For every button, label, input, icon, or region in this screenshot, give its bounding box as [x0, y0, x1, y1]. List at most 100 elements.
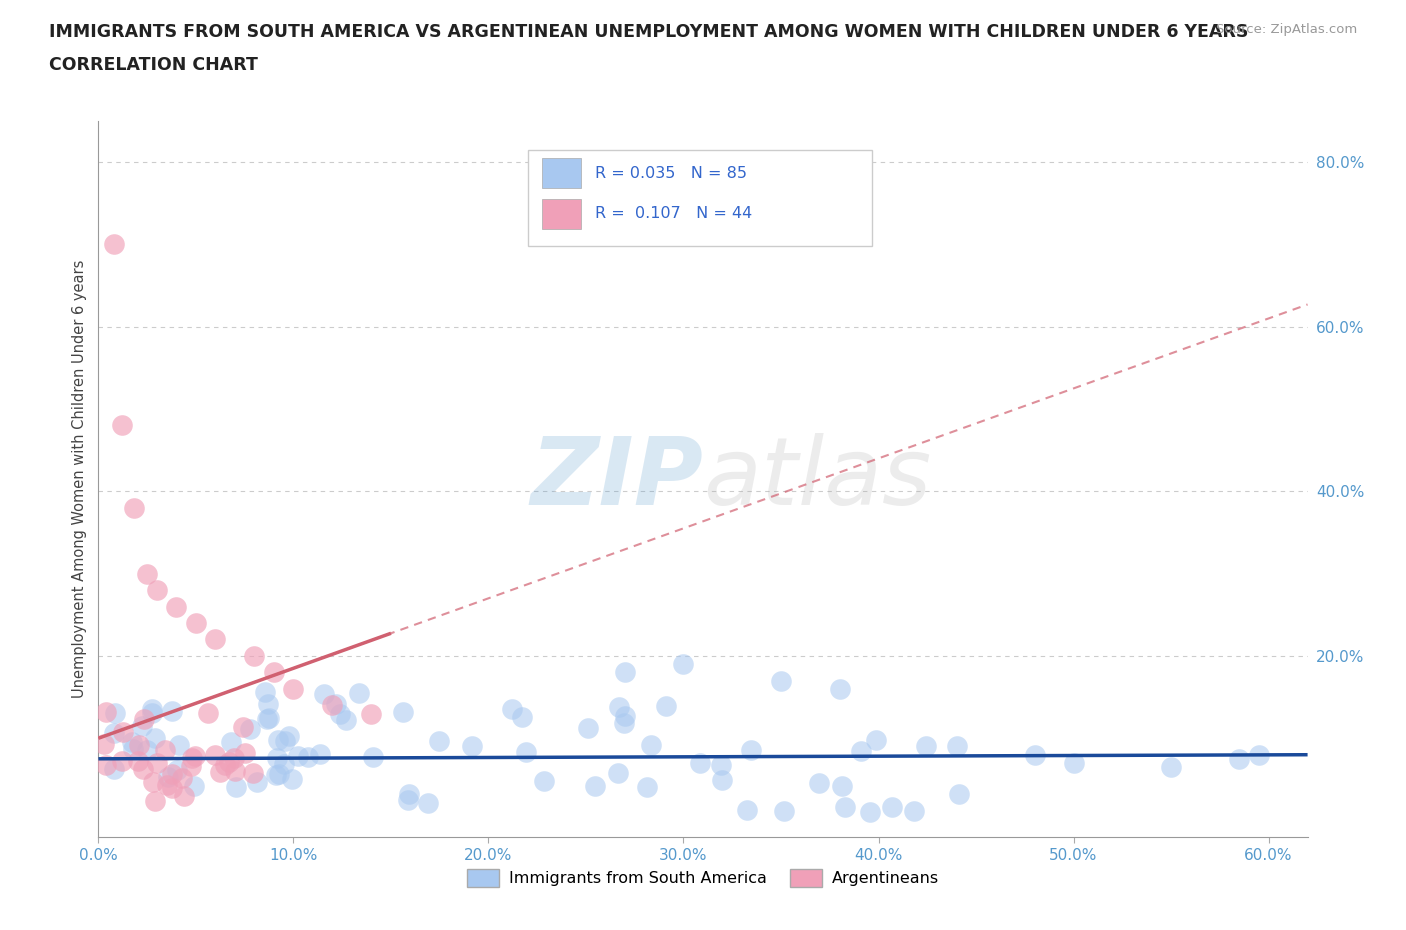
Point: [104, 705, 127, 720]
Point: [614, 665, 637, 680]
Point: [184, 749, 207, 764]
Point: [180, 759, 202, 774]
Point: [321, 698, 343, 712]
Point: [308, 746, 330, 761]
Point: [145, 755, 167, 770]
Point: [146, 582, 169, 597]
Point: [173, 788, 195, 803]
Point: [132, 712, 155, 727]
Legend: Immigrants from South America, Argentineans: Immigrants from South America, Argentine…: [461, 862, 945, 894]
Point: [160, 703, 183, 718]
Point: [253, 684, 276, 699]
Point: [576, 721, 599, 736]
Point: [349, 685, 371, 700]
FancyBboxPatch shape: [527, 150, 872, 246]
Point: [136, 566, 159, 581]
Point: [865, 732, 887, 747]
Point: [143, 793, 166, 808]
Text: atlas: atlas: [703, 433, 931, 525]
Point: [266, 751, 288, 765]
Point: [243, 648, 266, 663]
Point: [834, 800, 856, 815]
Point: [204, 632, 226, 647]
Point: [103, 725, 125, 740]
Point: [127, 753, 149, 768]
Point: [239, 722, 262, 737]
Point: [583, 778, 606, 793]
Point: [948, 787, 970, 802]
Point: [269, 766, 291, 781]
Point: [740, 742, 762, 757]
Point: [314, 687, 336, 702]
Point: [1247, 747, 1270, 762]
Point: [267, 732, 290, 747]
Point: [274, 734, 297, 749]
Point: [257, 697, 280, 711]
Point: [93, 737, 115, 751]
Point: [1063, 755, 1085, 770]
Point: [266, 767, 288, 782]
Point: [396, 793, 419, 808]
Point: [278, 728, 301, 743]
Point: [222, 751, 245, 766]
Point: [141, 702, 163, 717]
Point: [807, 776, 830, 790]
Point: [903, 804, 925, 818]
Point: [461, 738, 484, 753]
Y-axis label: Unemployment Among Women with Children Under 6 years: Unemployment Among Women with Children U…: [72, 259, 87, 698]
Point: [880, 800, 903, 815]
Point: [287, 748, 309, 763]
Point: [614, 709, 637, 724]
Point: [501, 701, 523, 716]
Text: R =  0.107   N = 44: R = 0.107 N = 44: [595, 206, 752, 221]
Point: [132, 762, 155, 777]
Point: [128, 737, 150, 752]
Point: [246, 775, 269, 790]
Point: [606, 765, 628, 780]
Point: [263, 665, 285, 680]
Point: [361, 750, 384, 764]
Point: [515, 745, 537, 760]
Point: [135, 743, 157, 758]
Text: IMMIGRANTS FROM SOUTH AMERICA VS ARGENTINEAN UNEMPLOYMENT AMONG WOMEN WITH CHILD: IMMIGRANTS FROM SOUTH AMERICA VS ARGENTI…: [49, 23, 1249, 41]
Point: [232, 720, 254, 735]
Point: [141, 705, 163, 720]
Point: [145, 731, 167, 746]
Point: [256, 711, 278, 726]
Point: [111, 418, 134, 432]
Point: [945, 739, 967, 754]
Point: [1160, 760, 1182, 775]
Point: [219, 735, 242, 750]
Point: [297, 750, 319, 764]
Point: [325, 698, 347, 712]
Point: [273, 757, 295, 772]
Point: [329, 707, 352, 722]
Point: [111, 724, 134, 739]
Point: [235, 746, 257, 761]
Point: [607, 700, 630, 715]
Point: [773, 804, 796, 818]
Point: [828, 682, 851, 697]
Point: [510, 710, 533, 724]
Point: [166, 763, 188, 777]
Point: [710, 758, 733, 773]
Point: [672, 657, 695, 671]
Point: [142, 775, 165, 790]
Point: [859, 804, 882, 819]
Point: [335, 712, 357, 727]
Point: [915, 739, 938, 754]
Point: [392, 705, 415, 720]
Point: [165, 599, 187, 614]
Point: [418, 795, 440, 810]
FancyBboxPatch shape: [543, 158, 581, 188]
Text: R = 0.035   N = 85: R = 0.035 N = 85: [595, 166, 748, 180]
Point: [283, 682, 305, 697]
Point: [172, 770, 194, 785]
Point: [689, 755, 711, 770]
Point: [122, 500, 145, 515]
FancyBboxPatch shape: [543, 199, 581, 229]
Point: [156, 777, 179, 792]
Point: [160, 767, 183, 782]
Point: [533, 774, 555, 789]
Point: [94, 757, 117, 772]
